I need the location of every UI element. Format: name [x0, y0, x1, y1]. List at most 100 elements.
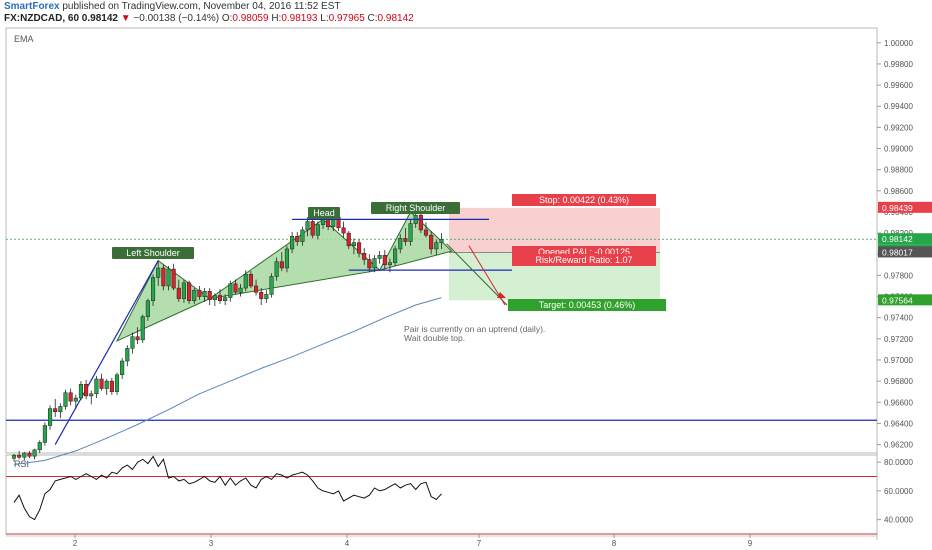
candle-body: [382, 255, 387, 266]
candle-body: [398, 238, 403, 250]
current-price-tag: 0.98142: [882, 234, 913, 244]
down-arrow-icon: ▼: [120, 13, 131, 24]
price-tick-label: 0.96600: [884, 398, 913, 407]
right-shoulder-label: Right Shoulder: [386, 203, 446, 213]
candle-body: [140, 316, 145, 341]
candle-body: [48, 408, 53, 426]
stop-price-tag: 0.98439: [882, 203, 913, 213]
price-tick-label: 0.99400: [884, 102, 913, 111]
candle-body: [418, 214, 423, 231]
rsi-tick-label: 40.0000: [884, 516, 913, 525]
stop-price-tag-bg: [878, 201, 932, 213]
publish-line: SmartForex published on TradingView.com,…: [4, 1, 341, 12]
candle-body: [367, 259, 372, 269]
price-tick-label: 1.00000: [884, 39, 913, 48]
candle-body: [156, 267, 161, 278]
candle-body: [27, 452, 32, 457]
candle-body: [315, 224, 320, 236]
candle-body: [434, 242, 439, 250]
open-label: O:: [221, 13, 233, 24]
stop-zone: [449, 207, 660, 253]
target-label-bg: [508, 299, 666, 311]
candle-body: [11, 454, 17, 459]
entry-price-tag: 0.98017: [882, 247, 913, 257]
candle-body: [42, 425, 47, 443]
candle-body: [166, 268, 171, 287]
candle-body: [22, 452, 27, 458]
candle-body: [279, 261, 284, 269]
price-tick-label: 0.97800: [884, 271, 913, 280]
candle-body: [58, 406, 63, 413]
candle-body: [403, 238, 408, 242]
candle-body: [305, 221, 310, 231]
uptrend-line: [54, 260, 159, 445]
symbol-line: FX:NZDCAD, 60 0.98142 ▼ −0.00138 (−0.14%…: [4, 13, 414, 24]
time-tick-label: 8: [612, 539, 617, 548]
price-tick-label: 0.98600: [884, 187, 913, 196]
candle-body: [84, 384, 89, 397]
ema-legend-label: EMA: [14, 34, 34, 44]
price-tick-label: 0.99000: [884, 145, 913, 154]
candle-body: [202, 290, 207, 297]
close-value: 0.98142: [377, 13, 414, 24]
right-shoulder-label-bg: [371, 202, 460, 214]
last-price: 0.98142: [81, 13, 118, 24]
candle-body: [151, 277, 156, 302]
note-line-1: Pair is currently on an uptrend (daily).: [404, 324, 545, 334]
candle-body: [346, 232, 351, 247]
candle-body: [408, 223, 413, 242]
rsi-tick-label: 60.0000: [884, 487, 913, 496]
candle-body: [114, 374, 120, 392]
publisher-name[interactable]: SmartForex: [4, 1, 60, 12]
left-shoulder-label: Left Shoulder: [126, 248, 180, 258]
candle-body: [176, 287, 181, 299]
rr-label-bg: [512, 254, 656, 266]
pnl-label: Opened P&L: -0.00125: [538, 247, 630, 257]
target-price-tag: 0.97564: [882, 295, 913, 305]
time-tick-label: 4: [345, 539, 350, 548]
candle-body: [341, 227, 346, 234]
candle-body: [197, 289, 202, 297]
head-label: Head: [313, 208, 335, 218]
candle-body: [393, 248, 398, 263]
price-tick-label: 0.99800: [884, 60, 913, 69]
price-tick-label: 0.97400: [884, 314, 913, 323]
price-change: −0.00138 (−0.14%): [133, 13, 220, 24]
candle-body: [357, 242, 362, 254]
candle-body: [351, 242, 356, 247]
candle-body: [300, 229, 305, 242]
low-value: 0.97965: [328, 13, 365, 24]
left-shoulder-label-bg: [112, 247, 194, 259]
price-tick-label: 0.96800: [884, 377, 913, 386]
candle-body: [145, 300, 150, 317]
chart-header: SmartForex published on TradingView.com,…: [0, 0, 932, 28]
time-tick-label: 7: [477, 539, 482, 548]
candle-body: [264, 294, 269, 299]
low-label: L:: [320, 13, 329, 24]
candle-body: [259, 292, 264, 299]
candle-body: [37, 442, 42, 451]
note-line-2: Wait double top.: [404, 333, 465, 343]
rsi-line: [13, 455, 442, 521]
arrow-head-icon: [497, 292, 506, 298]
candle-body: [269, 276, 274, 295]
candle-body: [161, 267, 166, 287]
candle-body: [248, 274, 253, 287]
candle-body: [120, 360, 125, 376]
candle-body: [53, 408, 58, 413]
candle-body: [310, 221, 315, 236]
time-tick-label: 2: [73, 539, 78, 548]
candle-body: [290, 236, 295, 250]
candle-body: [63, 392, 68, 407]
time-tick-label: 9: [748, 539, 753, 548]
candle-body: [429, 234, 434, 250]
candle-body: [387, 262, 392, 266]
candle-body: [212, 295, 217, 300]
target-price-tag-bg: [878, 294, 932, 306]
candle-body: [125, 348, 130, 362]
price-tick-label: 0.99200: [884, 123, 913, 132]
candle-body: [130, 336, 135, 349]
candle-body: [228, 283, 233, 298]
candle-body: [187, 282, 192, 302]
